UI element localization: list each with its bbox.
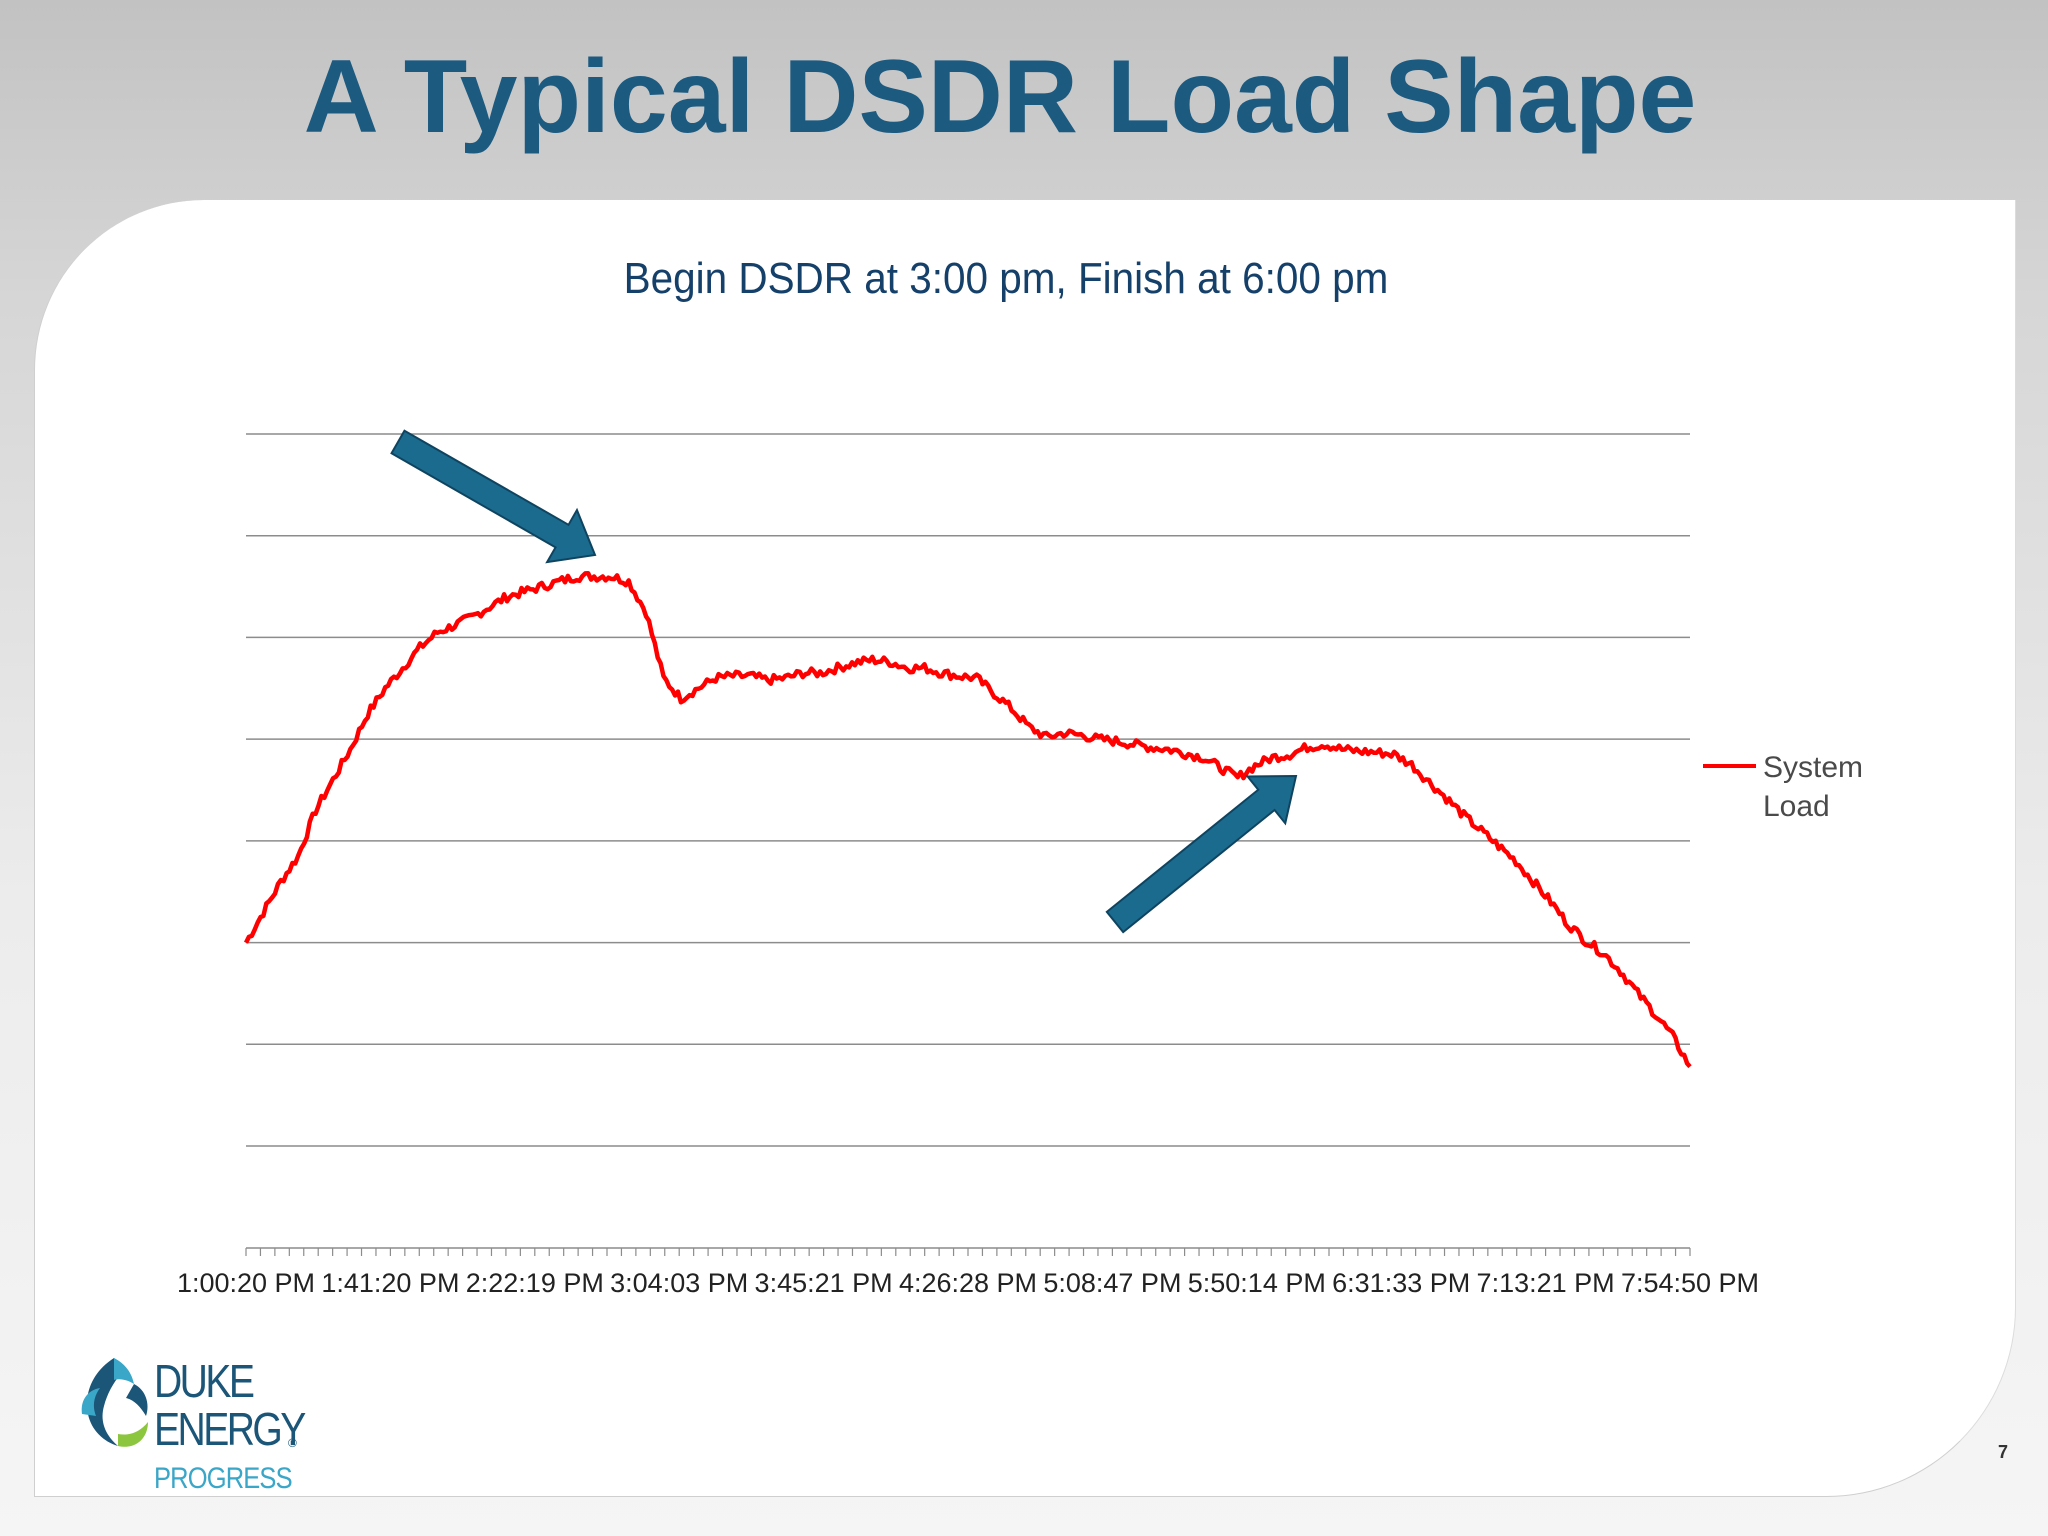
annotation-arrows	[390, 429, 1298, 934]
x-tick-label: 7:13:21 PM	[1477, 1268, 1615, 1298]
annotation-arrow	[1105, 774, 1298, 934]
x-axis: 1:00:20 PM 1:41:20 PM 2:22:19 PM 3:04:03 PM…	[177, 1247, 1759, 1298]
annotation-arrow	[390, 429, 597, 564]
page-number: 7	[1998, 1442, 2009, 1462]
logo-text-energy: ENERGY	[154, 1403, 306, 1455]
slide-title: A Typical DSDR Load Shape	[303, 39, 1697, 155]
series-line-system-load	[243, 571, 1692, 1069]
gridlines	[246, 433, 1690, 1147]
logo-text-duke: DUKE	[154, 1355, 255, 1407]
x-tick-label: 5:08:47 PM	[1043, 1268, 1181, 1298]
duke-energy-logo: DUKE ENERGY ® PROGRESS	[74, 1350, 314, 1500]
x-tick-label: 2:22:19 PM	[466, 1268, 604, 1298]
duke-energy-swirl-icon	[81, 1358, 148, 1447]
legend: System Load	[1703, 751, 1863, 823]
legend-label-system-load: System	[1763, 751, 1863, 784]
x-tick-label: 3:45:21 PM	[755, 1268, 893, 1298]
content-panel	[34, 200, 2016, 1497]
x-tick-label: 1:41:20 PM	[321, 1268, 459, 1298]
logo-registered-mark: ®	[288, 1436, 297, 1450]
x-tick-label: 3:04:03 PM	[610, 1268, 748, 1298]
series-layer	[243, 571, 1692, 1069]
legend-label-system-load-line2: Load	[1763, 790, 1830, 823]
x-tick-label: 1:00:20 PM	[177, 1268, 315, 1298]
x-tick-label: 6:31:33 PM	[1332, 1268, 1470, 1298]
x-tick-label: 5:50:14 PM	[1188, 1268, 1326, 1298]
x-tick-label: 7:54:50 PM	[1621, 1268, 1759, 1298]
chart-title: Begin DSDR at 3:00 pm, Finish at 6:00 pm	[624, 253, 1389, 302]
x-tick-label: 4:26:28 PM	[899, 1268, 1037, 1298]
logo-text-progress: PROGRESS	[154, 1462, 293, 1495]
